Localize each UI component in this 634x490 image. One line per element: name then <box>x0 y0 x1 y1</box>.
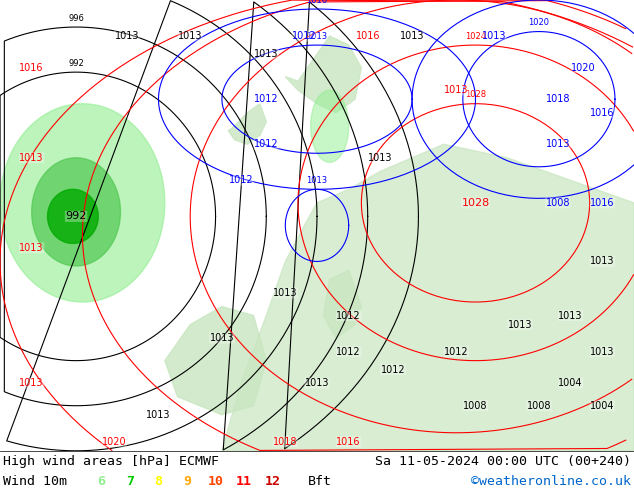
Polygon shape <box>222 144 634 451</box>
Text: 1008: 1008 <box>463 401 488 411</box>
Text: 996: 996 <box>68 14 84 23</box>
Text: 1016: 1016 <box>337 437 361 447</box>
Text: Wind 10m: Wind 10m <box>3 475 67 488</box>
Text: 12: 12 <box>264 475 281 488</box>
Text: 1012: 1012 <box>444 346 469 357</box>
Text: 1020: 1020 <box>528 18 550 27</box>
Text: 1013: 1013 <box>444 85 469 95</box>
Text: 1012: 1012 <box>381 365 405 375</box>
Text: 992: 992 <box>68 59 84 68</box>
Text: 1018: 1018 <box>546 94 570 104</box>
Text: 1012: 1012 <box>229 175 253 185</box>
Text: 1013: 1013 <box>400 31 424 41</box>
Text: 1024: 1024 <box>465 31 486 41</box>
Text: 1013: 1013 <box>20 243 44 253</box>
Text: 1012: 1012 <box>292 31 316 41</box>
Text: 1020: 1020 <box>571 63 595 73</box>
Text: 1013: 1013 <box>546 139 570 149</box>
Text: 1016: 1016 <box>356 31 380 41</box>
Text: 8: 8 <box>155 475 162 488</box>
Text: 1013: 1013 <box>590 346 614 357</box>
Text: 1004: 1004 <box>559 378 583 388</box>
Text: Bft: Bft <box>307 475 332 488</box>
Text: 1013: 1013 <box>368 153 392 163</box>
Text: 1013: 1013 <box>20 378 44 388</box>
Text: 1013: 1013 <box>20 153 44 163</box>
Text: 1016: 1016 <box>306 0 328 4</box>
Text: 6: 6 <box>98 475 105 488</box>
Text: 1012: 1012 <box>254 94 278 104</box>
Text: 1012: 1012 <box>254 139 278 149</box>
Text: 1008: 1008 <box>546 198 570 208</box>
Text: 9: 9 <box>183 475 191 488</box>
Text: 1013: 1013 <box>254 49 278 59</box>
Text: 1028: 1028 <box>465 90 486 99</box>
Text: 1013: 1013 <box>178 31 202 41</box>
Text: Sa 11-05-2024 00:00 UTC (00+240): Sa 11-05-2024 00:00 UTC (00+240) <box>375 455 631 468</box>
Polygon shape <box>323 270 361 338</box>
Text: 1013: 1013 <box>115 31 139 41</box>
Text: High wind areas [hPa] ECMWF: High wind areas [hPa] ECMWF <box>3 455 219 468</box>
Polygon shape <box>285 36 361 113</box>
Text: 992: 992 <box>65 211 87 221</box>
Text: 1018: 1018 <box>273 437 297 447</box>
Text: 1012: 1012 <box>337 346 361 357</box>
Polygon shape <box>32 158 120 266</box>
Text: 1013: 1013 <box>305 378 329 388</box>
Text: 1013: 1013 <box>306 176 328 185</box>
Text: 7: 7 <box>126 475 134 488</box>
Polygon shape <box>165 307 266 415</box>
Text: 1016: 1016 <box>590 108 614 118</box>
Text: 10: 10 <box>207 475 224 488</box>
Text: 1020: 1020 <box>102 437 126 447</box>
Polygon shape <box>48 189 98 244</box>
Text: 1013: 1013 <box>482 31 507 41</box>
Text: 1013: 1013 <box>508 319 532 330</box>
Text: 1013: 1013 <box>590 256 614 267</box>
Text: 1028: 1028 <box>462 198 489 208</box>
Text: 1012: 1012 <box>337 311 361 320</box>
Text: ©weatheronline.co.uk: ©weatheronline.co.uk <box>471 475 631 488</box>
Text: 1008: 1008 <box>527 401 551 411</box>
Polygon shape <box>228 104 266 144</box>
Text: 1013: 1013 <box>273 288 297 298</box>
Text: 1013: 1013 <box>306 31 328 41</box>
Text: 1016: 1016 <box>590 198 614 208</box>
Polygon shape <box>0 104 165 302</box>
Text: 1013: 1013 <box>559 311 583 320</box>
Text: 11: 11 <box>236 475 252 488</box>
Text: 1004: 1004 <box>590 401 614 411</box>
Polygon shape <box>311 90 349 162</box>
Text: 1013: 1013 <box>146 410 171 420</box>
Text: 1013: 1013 <box>210 333 234 343</box>
Text: 1016: 1016 <box>20 63 44 73</box>
